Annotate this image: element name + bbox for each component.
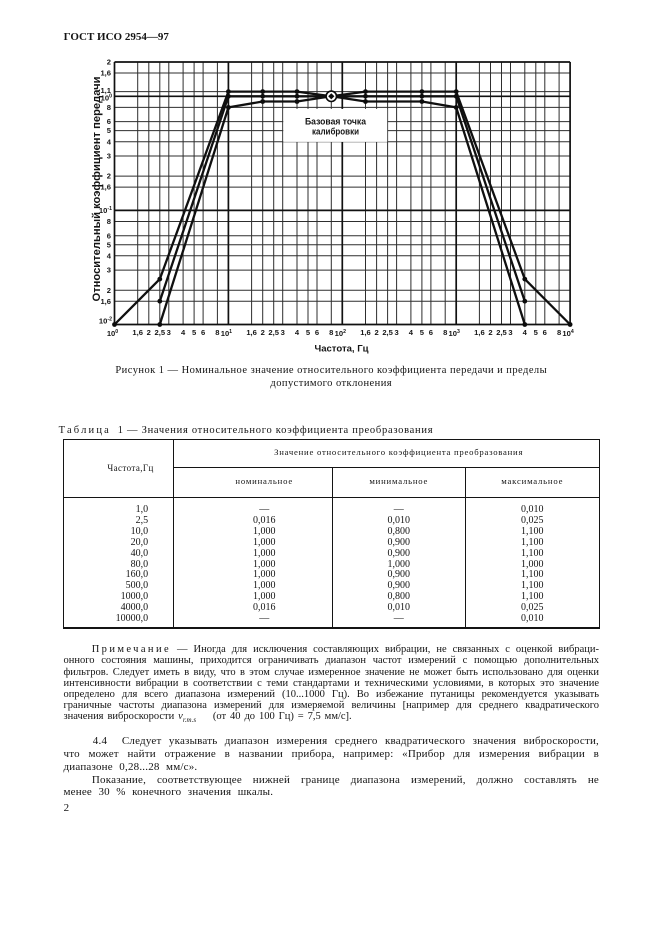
svg-text:3: 3 xyxy=(281,328,285,337)
svg-text:4: 4 xyxy=(107,251,112,260)
svg-text:8: 8 xyxy=(557,328,561,337)
svg-text:2,5: 2,5 xyxy=(268,328,279,337)
svg-text:3: 3 xyxy=(394,328,398,337)
svg-text:6: 6 xyxy=(543,328,547,337)
svg-text:3: 3 xyxy=(167,328,171,337)
svg-text:3: 3 xyxy=(508,328,512,337)
svg-text:6: 6 xyxy=(107,117,111,126)
svg-text:3: 3 xyxy=(107,152,111,161)
svg-text:Базовая точка: Базовая точка xyxy=(305,117,366,127)
svg-text:4: 4 xyxy=(181,328,186,337)
svg-text:10-1: 10-1 xyxy=(99,206,112,215)
svg-text:100: 100 xyxy=(101,94,112,103)
svg-text:5: 5 xyxy=(192,328,197,337)
svg-text:4: 4 xyxy=(295,328,300,337)
svg-text:5: 5 xyxy=(107,126,112,135)
svg-text:2: 2 xyxy=(374,328,378,337)
svg-text:2: 2 xyxy=(261,328,265,337)
svg-text:2: 2 xyxy=(147,328,151,337)
svg-text:1,6: 1,6 xyxy=(100,183,111,192)
svg-text:8: 8 xyxy=(329,328,333,337)
svg-text:1,6: 1,6 xyxy=(246,328,257,337)
svg-text:2,5: 2,5 xyxy=(382,328,393,337)
svg-text:2,5: 2,5 xyxy=(155,328,166,337)
svg-text:4: 4 xyxy=(409,328,414,337)
svg-text:5: 5 xyxy=(420,328,425,337)
svg-text:8: 8 xyxy=(443,328,447,337)
svg-text:6: 6 xyxy=(429,328,433,337)
svg-text:5: 5 xyxy=(107,240,112,249)
svg-text:2: 2 xyxy=(107,58,111,67)
svg-text:103: 103 xyxy=(449,329,460,338)
svg-text:102: 102 xyxy=(335,329,346,338)
svg-text:100: 100 xyxy=(107,329,118,338)
svg-text:8: 8 xyxy=(107,103,111,112)
svg-text:калибровки: калибровки xyxy=(312,127,359,137)
svg-text:8: 8 xyxy=(107,217,111,226)
svg-text:1,6: 1,6 xyxy=(360,328,371,337)
svg-text:Частота, Гц: Частота, Гц xyxy=(315,344,369,354)
svg-text:1,6: 1,6 xyxy=(474,328,485,337)
svg-text:2: 2 xyxy=(488,328,492,337)
svg-text:Относительный коэффициент пере: Относительный коэффициент передачи xyxy=(91,76,103,301)
svg-text:1,1: 1,1 xyxy=(100,86,111,95)
svg-text:8: 8 xyxy=(215,328,219,337)
svg-text:1,6: 1,6 xyxy=(100,297,111,306)
svg-text:6: 6 xyxy=(107,231,111,240)
svg-text:3: 3 xyxy=(107,266,111,275)
svg-text:5: 5 xyxy=(534,328,539,337)
svg-text:1,6: 1,6 xyxy=(132,328,143,337)
svg-text:4: 4 xyxy=(523,328,528,337)
svg-text:10-2: 10-2 xyxy=(99,317,112,326)
svg-text:2: 2 xyxy=(107,172,111,181)
svg-text:2: 2 xyxy=(107,286,111,295)
svg-text:5: 5 xyxy=(306,328,311,337)
svg-text:1,6: 1,6 xyxy=(100,69,111,78)
svg-text:4: 4 xyxy=(107,137,112,146)
svg-text:2,5: 2,5 xyxy=(496,328,507,337)
svg-text:6: 6 xyxy=(315,328,319,337)
svg-text:101: 101 xyxy=(221,329,232,338)
svg-text:6: 6 xyxy=(201,328,205,337)
svg-text:104: 104 xyxy=(562,329,573,338)
